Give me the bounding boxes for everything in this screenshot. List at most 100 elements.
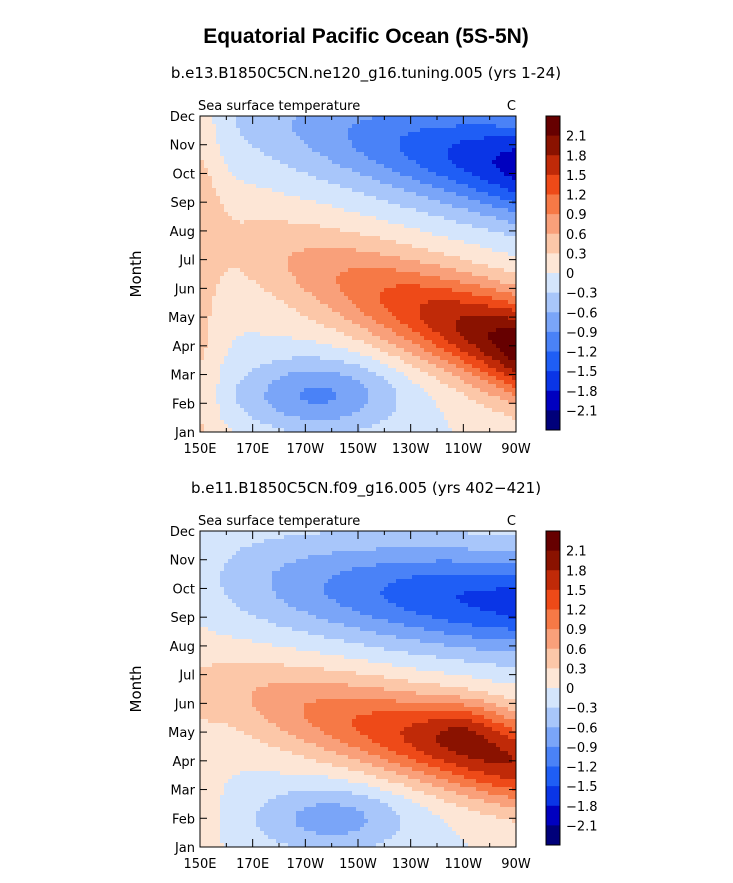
- sst-cell: [440, 312, 445, 317]
- sst-cell: [200, 208, 205, 213]
- sst-cell: [280, 188, 285, 193]
- sst-cell: [276, 328, 281, 333]
- sst-cell: [224, 180, 229, 185]
- sst-cell: [448, 204, 453, 209]
- sst-cell: [320, 344, 325, 349]
- sst-cell: [348, 348, 353, 353]
- sst-cell: [444, 360, 449, 365]
- sst-cell: [216, 328, 221, 333]
- sst-cell: [372, 236, 377, 241]
- sst-cell: [332, 360, 337, 365]
- sst-cell: [376, 180, 381, 185]
- sst-cell: [320, 260, 325, 265]
- sst-cell: [484, 360, 489, 365]
- sst-cell: [284, 228, 289, 233]
- sst-cell: [460, 244, 465, 249]
- sst-cell: [440, 172, 445, 177]
- sst-cell: [420, 152, 425, 157]
- sst-cell: [316, 136, 321, 141]
- sst-cell: [332, 296, 337, 301]
- sst-cell: [224, 148, 229, 153]
- sst-cell: [480, 216, 485, 221]
- sst-cell: [404, 132, 409, 137]
- sst-cell: [288, 220, 293, 225]
- sst-cell: [288, 276, 293, 281]
- sst-cell: [400, 176, 405, 181]
- sst-cell: [316, 220, 321, 225]
- sst-cell: [480, 128, 485, 133]
- sst-cell: [400, 188, 405, 193]
- sst-cell: [256, 276, 261, 281]
- sst-cell: [436, 236, 441, 241]
- sst-cell: [488, 280, 493, 285]
- sst-cell: [272, 220, 277, 225]
- sst-cell: [484, 364, 489, 369]
- sst-cell: [504, 216, 509, 221]
- sst-cell: [256, 272, 261, 277]
- sst-cell: [344, 120, 349, 125]
- sst-cell: [464, 168, 469, 173]
- sst-cell: [508, 336, 513, 341]
- sst-cell: [244, 276, 249, 281]
- sst-cell: [256, 232, 261, 237]
- sst-cell: [472, 316, 477, 321]
- sst-cell: [268, 284, 273, 289]
- sst-cell: [284, 280, 289, 285]
- sst-cell: [408, 316, 413, 321]
- sst-cell: [376, 200, 381, 205]
- sst-cell: [260, 320, 265, 325]
- sst-cell: [252, 120, 257, 125]
- sst-cell: [328, 292, 333, 297]
- sst-cell: [512, 184, 516, 189]
- sst-cell: [228, 208, 233, 213]
- sst-cell: [268, 252, 273, 257]
- sst-cell: [508, 196, 513, 201]
- sst-cell: [456, 176, 461, 181]
- sst-cell: [208, 168, 213, 173]
- sst-cell: [512, 120, 516, 125]
- sst-cell: [208, 340, 213, 345]
- sst-cell: [236, 216, 241, 221]
- sst-cell: [472, 336, 477, 341]
- sst-cell: [468, 168, 473, 173]
- sst-cell: [316, 296, 321, 301]
- sst-cell: [452, 316, 457, 321]
- sst-cell: [312, 116, 317, 121]
- sst-cell: [300, 284, 305, 289]
- sst-cell: [428, 284, 433, 289]
- sst-cell: [232, 324, 237, 329]
- sst-cell: [304, 244, 309, 249]
- sst-cell: [328, 264, 333, 269]
- sst-cell: [508, 216, 513, 221]
- sst-cell: [364, 132, 369, 137]
- sst-cell: [216, 208, 221, 213]
- sst-cell: [424, 132, 429, 137]
- sst-cell: [432, 268, 437, 273]
- sst-cell: [372, 272, 377, 277]
- sst-cell: [324, 288, 329, 293]
- sst-cell: [220, 288, 225, 293]
- sst-cell: [376, 316, 381, 321]
- sst-cell: [296, 360, 301, 365]
- sst-cell: [216, 140, 221, 145]
- sst-cell: [224, 320, 229, 325]
- sst-cell: [416, 212, 421, 217]
- sst-cell: [340, 264, 345, 269]
- sst-cell: [360, 356, 365, 361]
- sst-cell: [328, 324, 333, 329]
- sst-cell: [496, 140, 501, 145]
- sst-cell: [412, 156, 417, 161]
- sst-cell: [372, 188, 377, 193]
- sst-cell: [440, 320, 445, 325]
- sst-cell: [412, 276, 417, 281]
- sst-cell: [476, 296, 481, 301]
- sst-cell: [480, 200, 485, 205]
- sst-cell: [488, 264, 493, 269]
- sst-cell: [244, 224, 249, 229]
- sst-cell: [392, 352, 397, 357]
- sst-cell: [244, 332, 249, 337]
- sst-cell: [316, 148, 321, 153]
- sst-cell: [412, 312, 417, 317]
- sst-cell: [312, 332, 317, 337]
- sst-cell: [328, 240, 333, 245]
